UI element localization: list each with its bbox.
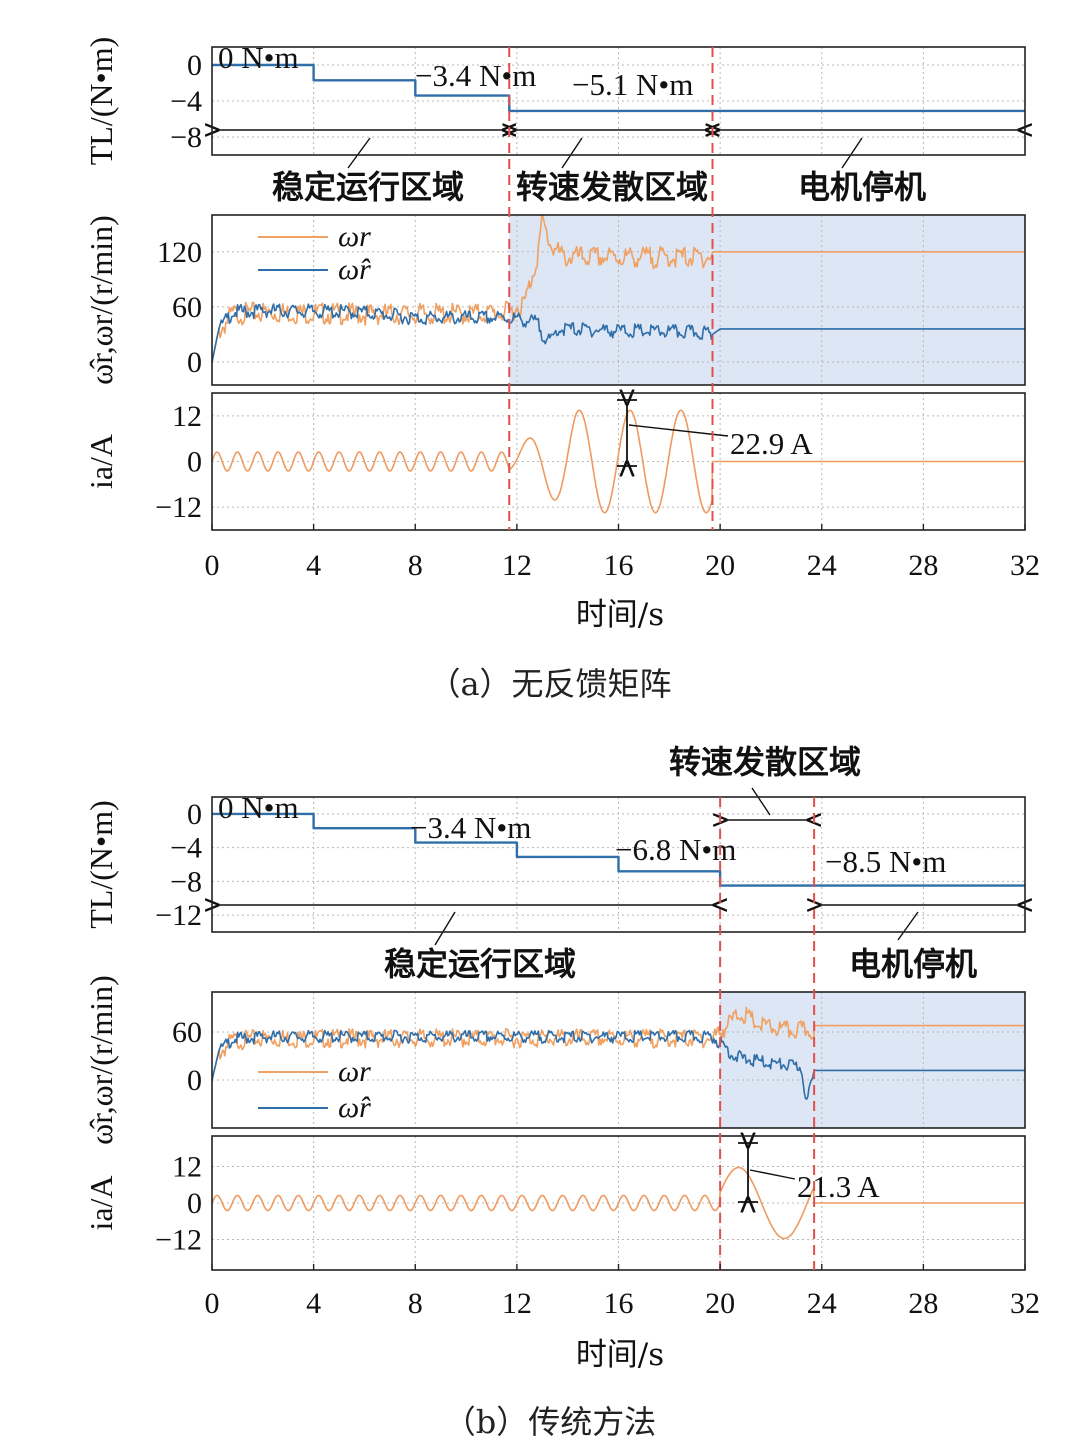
- amplitude-label: 22.9 A: [730, 426, 813, 461]
- ytick-label: 0: [187, 798, 202, 831]
- region-leader: [347, 137, 371, 169]
- region-leader: [841, 137, 863, 169]
- ytick-label: 12: [172, 400, 202, 433]
- torque-annotation: −5.1 N•m: [572, 67, 693, 102]
- ytick-label: −4: [170, 832, 202, 865]
- xtick-label: 24: [807, 1287, 837, 1320]
- xtick-label: 32: [1010, 1287, 1040, 1320]
- region-label-stop: 电机停机: [849, 945, 977, 983]
- region-label-divergence: 转速发散区域: [516, 168, 708, 206]
- torque-annotation: −6.8 N•m: [615, 832, 736, 867]
- torque-panel-frame: [211, 46, 1026, 156]
- torque-annotation: 0 N•m: [218, 790, 299, 825]
- ytick-label: 0: [187, 1064, 202, 1097]
- current-ylabel: ia/A: [83, 1175, 119, 1230]
- phase-current-line: [211, 409, 1026, 514]
- xtick-label: 20: [705, 549, 735, 582]
- region-label-divergence: 转速发散区域: [669, 743, 861, 781]
- region-leader: [561, 137, 583, 169]
- divergence-shade: [720, 992, 1025, 1128]
- actual-speed-line: [211, 214, 1025, 363]
- legend-label-actual: ωr: [338, 220, 371, 253]
- region-leader: [434, 911, 456, 946]
- region-leader: [751, 787, 771, 816]
- ytick-label: 0: [187, 446, 202, 479]
- ytick-label: −12: [155, 899, 202, 932]
- ytick-label: 120: [157, 236, 202, 269]
- estimated-speed-line: [211, 303, 1025, 363]
- ytick-label: 60: [172, 291, 202, 324]
- xtick-label: 28: [908, 549, 938, 582]
- xtick-label: 4: [306, 549, 321, 582]
- ytick-label: −4: [170, 85, 202, 118]
- region-label-stable: 稳定运行区域: [384, 945, 576, 983]
- legend-label-actual: ωr: [338, 1055, 371, 1088]
- subfigure-caption: （b）传统方法: [444, 1403, 657, 1441]
- xtick-label: 16: [604, 1287, 634, 1320]
- x-axis-label: 时间/s: [576, 1337, 664, 1373]
- x-axis-label: 时间/s: [576, 597, 664, 633]
- ytick-label: 60: [172, 1016, 202, 1049]
- torque-ylabel: TL/(N•m): [83, 800, 119, 929]
- speed-panel-frame: [211, 991, 1026, 1129]
- region-label-stable: 稳定运行区域: [272, 168, 464, 206]
- speed-panel-frame: [211, 214, 1026, 386]
- ytick-label: −8: [170, 865, 202, 898]
- amplitude-leader: [628, 424, 729, 437]
- actual-speed-line: [211, 1006, 1025, 1081]
- legend-label-estimated: ω̂r: [338, 253, 371, 286]
- estimated-speed-line: [211, 1029, 1025, 1100]
- speed-ylabel: ω̂r,ωr/(r/min): [83, 215, 119, 385]
- ytick-label: 0: [187, 346, 202, 379]
- legend-label-estimated: ω̂r: [338, 1091, 371, 1124]
- xtick-label: 32: [1010, 549, 1040, 582]
- ytick-label: −12: [155, 491, 202, 524]
- xtick-label: 8: [408, 1287, 423, 1320]
- xtick-label: 0: [205, 549, 220, 582]
- torque-annotation: −8.5 N•m: [825, 844, 946, 879]
- ytick-label: 0: [187, 49, 202, 82]
- torque-annotation: −3.4 N•m: [415, 58, 536, 93]
- amplitude-leader: [749, 1169, 796, 1180]
- xtick-label: 28: [908, 1287, 938, 1320]
- torque-annotation: 0 N•m: [218, 40, 299, 75]
- ytick-label: 0: [187, 1187, 202, 1220]
- torque-panel-frame: [211, 796, 1026, 933]
- xtick-label: 24: [807, 549, 837, 582]
- speed-ylabel: ω̂r,ωr/(r/min): [83, 975, 119, 1145]
- amplitude-label: 21.3 A: [797, 1169, 880, 1204]
- ytick-label: −8: [170, 121, 202, 154]
- torque-ylabel: TL/(N•m): [83, 37, 119, 166]
- region-label-stop: 电机停机: [798, 168, 926, 206]
- phase-current-line: [211, 1166, 1026, 1240]
- xtick-label: 12: [502, 549, 532, 582]
- xtick-label: 0: [205, 1287, 220, 1320]
- load-torque-line: [212, 812, 1025, 887]
- xtick-label: 16: [604, 549, 634, 582]
- ytick-label: −12: [155, 1224, 202, 1257]
- xtick-label: 8: [408, 549, 423, 582]
- ytick-label: 12: [172, 1150, 202, 1183]
- divergence-shade: [509, 215, 1025, 385]
- xtick-label: 20: [705, 1287, 735, 1320]
- torque-annotation: −3.4 N•m: [410, 810, 531, 845]
- xtick-label: 4: [306, 1287, 321, 1320]
- xtick-label: 12: [502, 1287, 532, 1320]
- subfigure-caption: （a）无反馈矩阵: [428, 665, 671, 703]
- current-ylabel: ia/A: [83, 434, 119, 489]
- load-torque-line: [212, 63, 1025, 113]
- region-leader: [897, 911, 919, 941]
